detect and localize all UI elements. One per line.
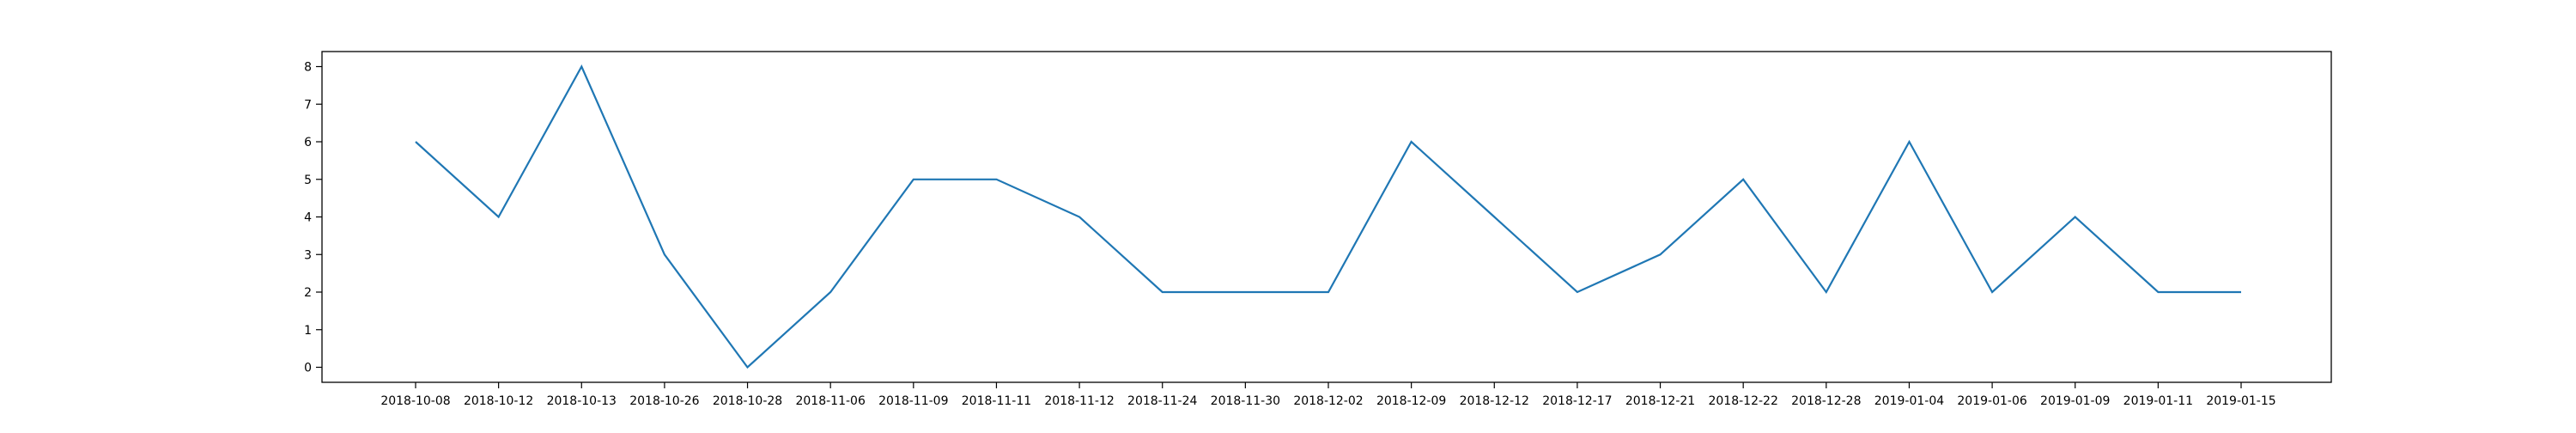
y-tick-label: 4 — [304, 211, 312, 225]
y-tick-label: 1 — [304, 324, 312, 338]
series-line — [416, 67, 2241, 368]
x-tick-label: 2018-11-30 — [1211, 394, 1280, 408]
x-tick-label: 2018-11-11 — [962, 394, 1031, 408]
x-tick-label: 2019-01-11 — [2123, 394, 2193, 408]
x-tick-label: 2018-12-02 — [1293, 394, 1363, 408]
x-tick-label: 2018-10-08 — [380, 394, 450, 408]
y-tick-label: 0 — [304, 362, 312, 375]
x-tick-label: 2019-01-04 — [1874, 394, 1944, 408]
y-tick-label: 6 — [304, 136, 312, 149]
y-tick-label: 7 — [304, 98, 312, 112]
x-tick-label: 2019-01-06 — [1957, 394, 2026, 408]
x-tick-label: 2018-12-28 — [1791, 394, 1861, 408]
y-tick-label: 8 — [304, 61, 312, 75]
plot-frame — [322, 52, 2331, 382]
x-tick-label: 2018-12-17 — [1542, 394, 1612, 408]
x-tick-label: 2018-12-22 — [1708, 394, 1777, 408]
x-tick-label: 2018-11-12 — [1044, 394, 1114, 408]
y-tick-label: 2 — [304, 286, 312, 300]
x-tick-label: 2018-11-06 — [795, 394, 865, 408]
y-tick-label: 3 — [304, 248, 312, 262]
x-tick-label: 2018-10-28 — [713, 394, 782, 408]
x-tick-label: 2018-12-09 — [1376, 394, 1446, 408]
y-tick-label: 5 — [304, 174, 312, 187]
x-tick-label: 2018-10-26 — [629, 394, 699, 408]
x-tick-label: 2018-12-12 — [1460, 394, 1529, 408]
plot-area: 0 1 2 3 4 5 6 7 8 2018-10-08 2018-10-12 2018-10-13 2… — [304, 52, 2331, 408]
x-tick-label: 2018-11-09 — [878, 394, 948, 408]
x-tick-label: 2018-11-24 — [1127, 394, 1197, 408]
x-tick-label: 2019-01-09 — [2040, 394, 2110, 408]
x-tick-label: 2018-12-21 — [1625, 394, 1695, 408]
x-tick-label: 2018-10-13 — [547, 394, 617, 408]
x-tick-label: 2018-10-12 — [464, 394, 533, 408]
x-tick-label: 2019-01-15 — [2206, 394, 2275, 408]
